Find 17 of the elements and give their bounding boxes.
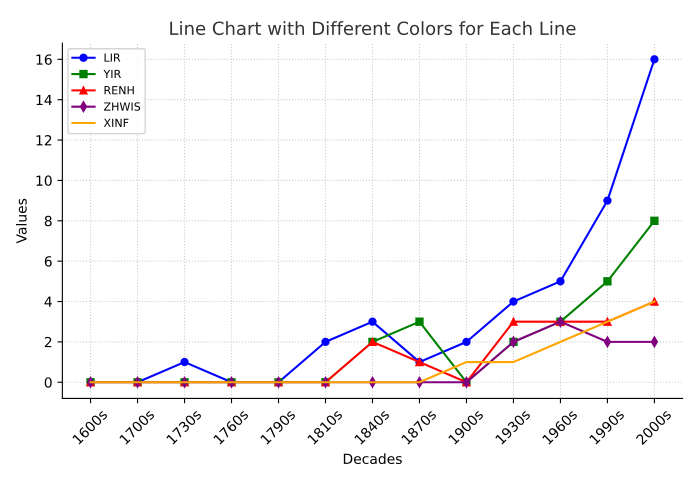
x-axis-title: Decades xyxy=(344,453,402,464)
y-tick-label: 10 xyxy=(36,175,52,186)
y-tick-label: 0 xyxy=(44,377,52,388)
y-tick-label: 2 xyxy=(44,336,52,348)
chart-title: Line Chart with Different Colors for Each Line xyxy=(170,21,576,36)
y-tick-label: 6 xyxy=(44,256,52,267)
legend-label: LIR xyxy=(104,54,120,62)
y-tick-label: 14 xyxy=(36,94,52,105)
y-tick-label: 16 xyxy=(36,54,52,65)
legend-label: RENH xyxy=(104,86,134,94)
y-tick-label: 12 xyxy=(36,135,52,146)
legend-label: XINF xyxy=(104,118,128,127)
y-tick-label: 8 xyxy=(44,216,52,226)
legend-label: ZHWIS xyxy=(104,102,140,111)
y-axis-title: Values xyxy=(16,198,27,244)
y-tick-label: 4 xyxy=(44,296,52,307)
legend-label: YIR xyxy=(103,70,121,78)
